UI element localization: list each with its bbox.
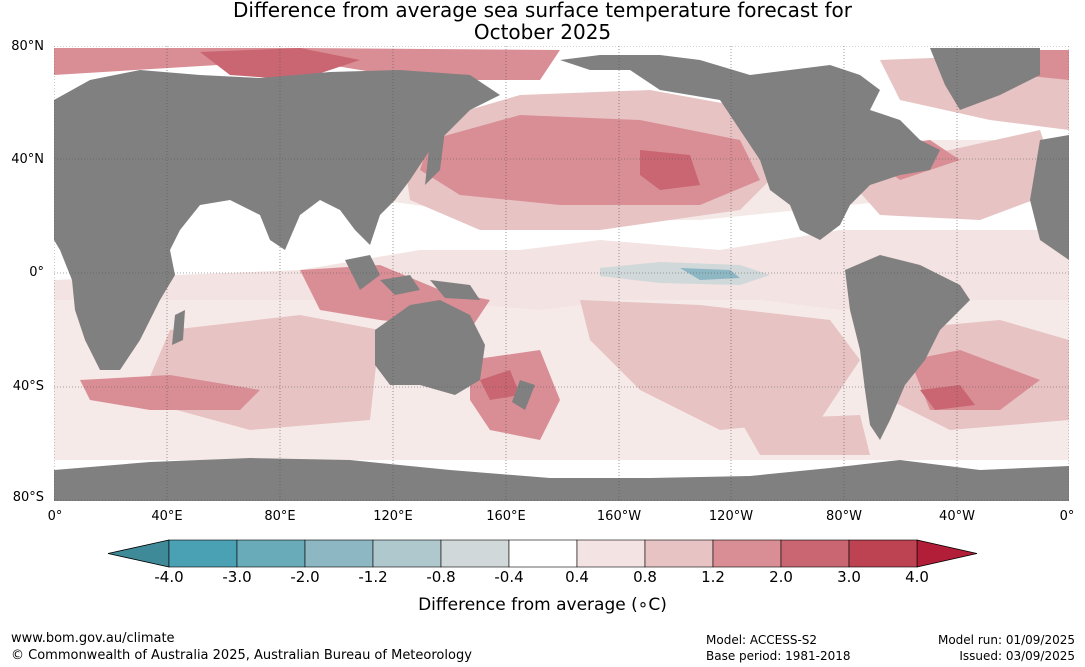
colorbar-tick-label: -2.0 [290,568,320,586]
colorbar-tick-label: 3.0 [837,568,861,586]
lon-label-160w: 160°W [596,509,642,524]
lat-label-80n: 80°N [11,39,44,54]
colorbar-segment [576,539,646,568]
colorbar-tick-label: 2.0 [769,568,793,586]
lon-label-160e: 160°E [486,509,526,524]
lat-label-0: 0° [29,265,44,280]
colorbar-tick-label: 4.0 [905,568,929,586]
colorbar-title: Difference from average (∘C) [418,595,667,615]
lon-label-120e: 120°E [373,509,413,524]
colorbar-tick-label: -1.2 [358,568,388,586]
map-title-line-1: Difference from average sea surface temp… [232,0,852,22]
lon-label-120w: 120°W [708,509,754,524]
colorbar-segment [304,539,374,568]
colorbar-under-triangle [107,539,170,568]
lon-label-80e: 80°E [264,509,296,524]
colorbar-over-triangle [916,539,978,568]
lat-label-40s: 40°S [12,379,44,394]
footer-model-run: Model run: 01/09/2025 [937,633,1075,647]
map-title-line-2: October 2025 [473,20,612,44]
footer-base-period: Base period: 1981-2018 [706,649,851,663]
lon-label-80w: 80°W [826,509,862,524]
colorbar-segment [644,539,714,568]
colorbar-segment [848,539,918,568]
colorbar-tick-label: 0.4 [565,568,589,586]
footer-attribution: www.bom.gov.au/climate © Commonwealth of… [11,630,472,664]
colorbar-tick-label: -4.0 [154,568,184,586]
footer-model: Model: ACCESS-S2 [706,633,818,647]
graticule [54,46,1069,501]
footer-url[interactable]: www.bom.gov.au/climate [11,631,175,646]
footer-issued: Issued: 03/09/2025 [959,649,1075,663]
lon-label-40w: 40°W [939,509,975,524]
lat-label-40n: 40°N [11,152,44,167]
colorbar-tick-label: -0.8 [426,568,456,586]
colorbar-segment [372,539,442,568]
colorbar-segment [780,539,850,568]
footer-copyright: © Commonwealth of Australia 2025, Austra… [11,648,472,663]
lat-label-80s: 80°S [12,490,44,505]
colorbar-segment [236,539,306,568]
footer-run-info: Model run: 01/09/2025 Issued: 03/09/2025 [938,632,1075,664]
colorbar-segment [712,539,782,568]
colorbar-segment [440,539,510,568]
lon-label-0-west-edge: 0° [47,509,63,524]
colorbar-segment [168,539,238,568]
colorbar-segment [508,539,578,568]
colorbar-tick-label: 1.2 [701,568,725,586]
colorbar-tick-label: -3.0 [222,568,252,586]
anomaly-cool-equatorial-pacific [600,262,770,285]
colorbar-tick-label: -0.4 [494,568,524,586]
footer-model-info: Model: ACCESS-S2 Base period: 1981-2018 [706,632,851,664]
lon-label-0-east-edge: 0° [1059,509,1075,524]
colorbar-tick-label: 0.8 [633,568,657,586]
land-masses [54,48,1069,501]
lon-label-40e: 40°E [151,509,183,524]
